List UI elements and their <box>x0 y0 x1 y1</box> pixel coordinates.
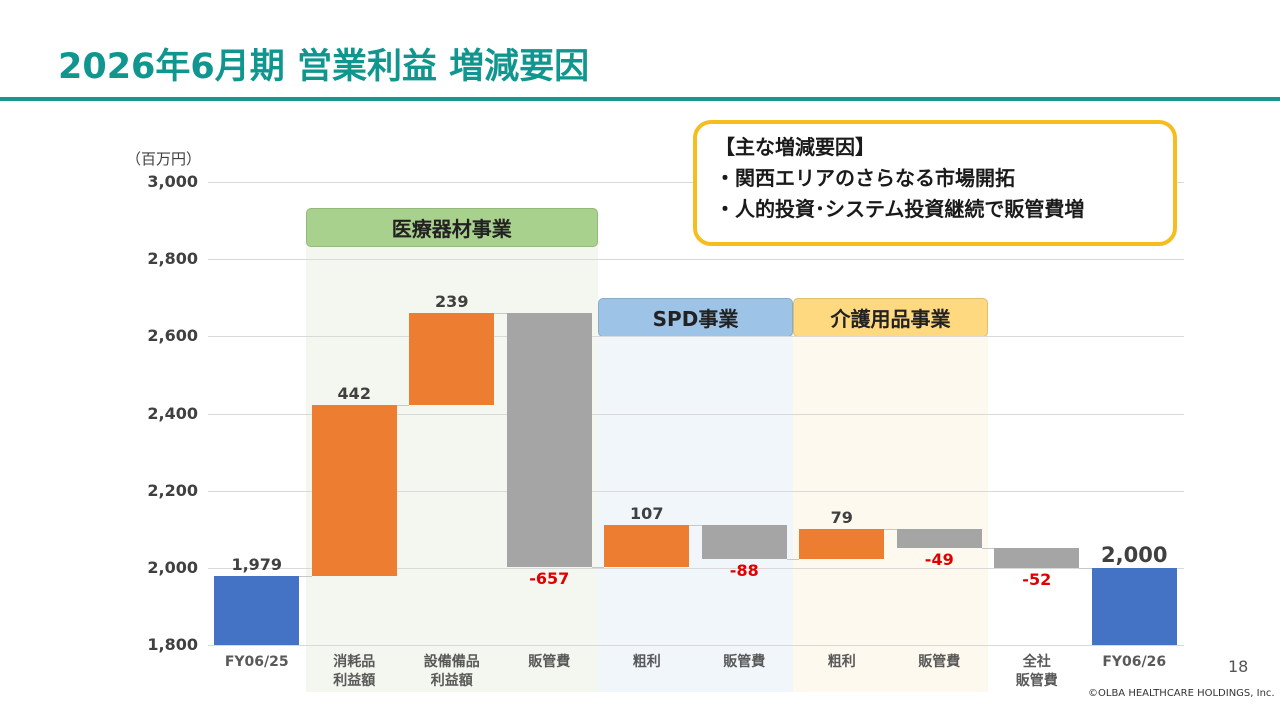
connector-line <box>299 575 312 577</box>
x-tick-line: 利益額 <box>333 673 376 689</box>
bar-increase <box>311 405 397 576</box>
segment-label: SPD事業 <box>598 298 793 337</box>
data-label: 2,000 <box>1101 542 1168 567</box>
gridline <box>208 413 1184 415</box>
data-label: -657 <box>529 568 570 588</box>
bar-total <box>214 575 300 645</box>
x-tick-line: 設備備品 <box>423 654 480 670</box>
bar-increase <box>799 528 885 560</box>
y-tick-label: 2,400 <box>147 403 198 423</box>
x-tick-line: 全社 <box>1022 654 1051 670</box>
y-tick-label: 2,000 <box>147 557 198 577</box>
gridline <box>208 567 1184 569</box>
bar-increase <box>604 525 690 567</box>
x-tick-label: FY06/26 <box>1086 653 1183 672</box>
x-tick-line: 利益額 <box>430 673 473 689</box>
unit-label: （百万円） <box>126 150 202 168</box>
connector-line <box>494 313 507 315</box>
connector-line <box>786 559 800 561</box>
page-number: 18 <box>1228 657 1249 676</box>
segment-background <box>598 318 793 692</box>
x-tick-label: 全社 販管費 <box>988 653 1085 691</box>
gridline <box>208 490 1184 492</box>
y-tick-label: 2,200 <box>147 480 198 500</box>
connector-line <box>591 566 605 568</box>
gridline <box>208 259 1184 261</box>
data-label: 1,979 <box>231 554 283 574</box>
gridline <box>208 336 1184 338</box>
y-tick-label: 1,800 <box>147 635 198 654</box>
bar-decrease <box>701 525 787 560</box>
bar-decrease <box>506 313 592 567</box>
data-label: -52 <box>1022 569 1052 589</box>
title-divider <box>0 97 1280 101</box>
x-tick-label: 販管費 <box>696 653 793 672</box>
x-tick-label: 設備備品 利益額 <box>403 653 500 691</box>
connector-line <box>689 525 702 527</box>
data-label: 442 <box>337 384 371 404</box>
y-tick-label: 3,000 <box>147 172 198 191</box>
y-tick-label: 2,600 <box>147 326 198 346</box>
data-label: 107 <box>630 504 664 524</box>
x-tick-line: FY06/25 <box>224 654 289 670</box>
x-tick-label: FY06/25 <box>208 653 305 672</box>
x-tick-label: 粗利 <box>793 653 890 672</box>
x-tick-line: 粗利 <box>632 654 661 670</box>
bar-increase <box>409 313 495 406</box>
x-tick-label: 粗利 <box>598 653 695 672</box>
connector-line <box>1079 567 1092 569</box>
x-tick-line: FY06/26 <box>1102 654 1167 670</box>
callout-item: ・関西エリアのさらなる市場開拓 <box>715 166 1015 190</box>
data-label: -88 <box>729 561 759 581</box>
x-tick-label: 販管費 <box>501 653 598 672</box>
x-tick-line: 販管費 <box>723 654 766 670</box>
x-tick-line: 消耗品 <box>333 654 376 670</box>
slide-title: 2026年6月期 営業利益 増減要因 <box>58 47 590 87</box>
x-tick-line: 販管費 <box>918 654 961 670</box>
y-tick-label: 2,800 <box>147 249 198 269</box>
data-label: -49 <box>924 549 954 569</box>
connector-line <box>981 547 995 549</box>
segment-label: 介護用品事業 <box>793 298 988 337</box>
x-tick-line: 販管費 <box>528 654 571 670</box>
callout-box: 【主な増減要因】 ・関西エリアのさらなる市場開拓 ・人的投資･システム投資継続で… <box>693 120 1177 246</box>
x-tick-label: 販管費 <box>891 653 988 672</box>
segment-label: 医療器材事業 <box>305 208 598 247</box>
callout-heading: 【主な増減要因】 <box>715 135 875 159</box>
x-tick-line: 粗利 <box>827 654 856 670</box>
connector-line <box>396 405 410 407</box>
callout-item: ・人的投資･システム投資継続で販管費増 <box>715 197 1085 221</box>
x-tick-label: 消耗品 利益額 <box>306 653 403 691</box>
x-tick-line: 販管費 <box>1015 673 1058 689</box>
bar-decrease <box>896 528 982 548</box>
data-label: 239 <box>435 292 469 312</box>
data-label: 79 <box>830 507 853 527</box>
segment-background <box>793 318 988 692</box>
bar-decrease <box>994 547 1080 568</box>
bar-total <box>1091 567 1177 645</box>
copyright: ©OLBA HEALTHCARE HOLDINGS, Inc. <box>1088 688 1275 699</box>
connector-line <box>884 528 897 530</box>
gridline <box>208 645 1184 646</box>
